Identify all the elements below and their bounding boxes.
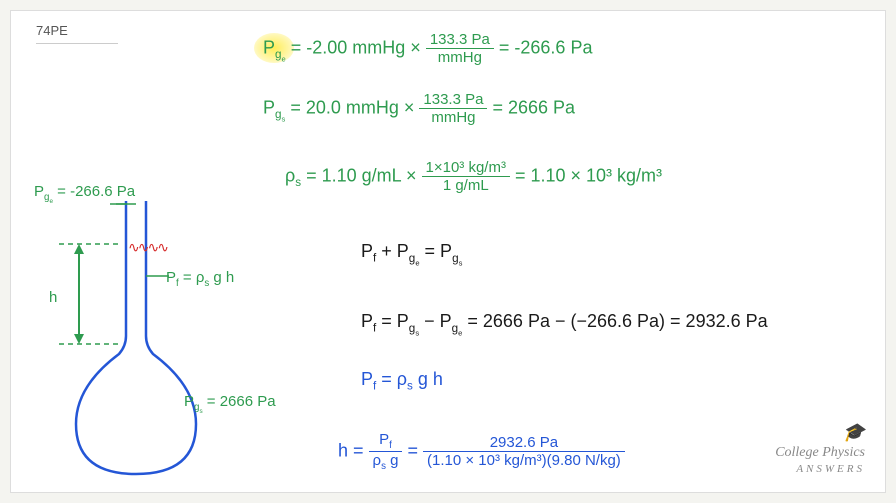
problem-number: 74PE — [36, 23, 118, 44]
diagram-label: h — [49, 289, 57, 306]
grad-cap-icon: 🎓 — [775, 422, 865, 443]
brand-watermark: 🎓 College Physics ANSWERS — [775, 422, 865, 477]
brand-bottom: ANSWERS — [796, 463, 865, 475]
equation-line: ρs = 1.10 g/mL × 1×10³ kg/m³1 g/mL = 1.1… — [285, 159, 662, 194]
equation-line: Pge = -2.00 mmHg × 133.3 PammHg = -266.6… — [263, 31, 592, 66]
flask-diagram — [41, 186, 281, 486]
diagram-label: Pf = ρs g h — [166, 269, 234, 289]
equation-line: Pf = Pgs − Pge = 2666 Pa − (−266.6 Pa) =… — [361, 311, 768, 337]
equation-line: h = Pfρs g = 2932.6 Pa(1.10 × 10³ kg/m³)… — [338, 431, 625, 472]
equation-line: Pgs = 20.0 mmHg × 133.3 PammHg = 2666 Pa — [263, 91, 575, 126]
page-canvas: 74PE ∿∿∿∿ 🎓 College Physics ANSWERS Pge … — [10, 10, 886, 493]
diagram-label: Pge = -266.6 Pa — [34, 183, 135, 205]
fluid-surface-squiggle: ∿∿∿∿ — [128, 239, 167, 256]
equation-line: Pf = ρs g h — [361, 369, 443, 393]
equation-line: Pf + Pge = Pgs — [361, 241, 462, 267]
brand-top: College Physics — [775, 445, 865, 460]
diagram-label: Pgs = 2666 Pa — [184, 393, 276, 415]
